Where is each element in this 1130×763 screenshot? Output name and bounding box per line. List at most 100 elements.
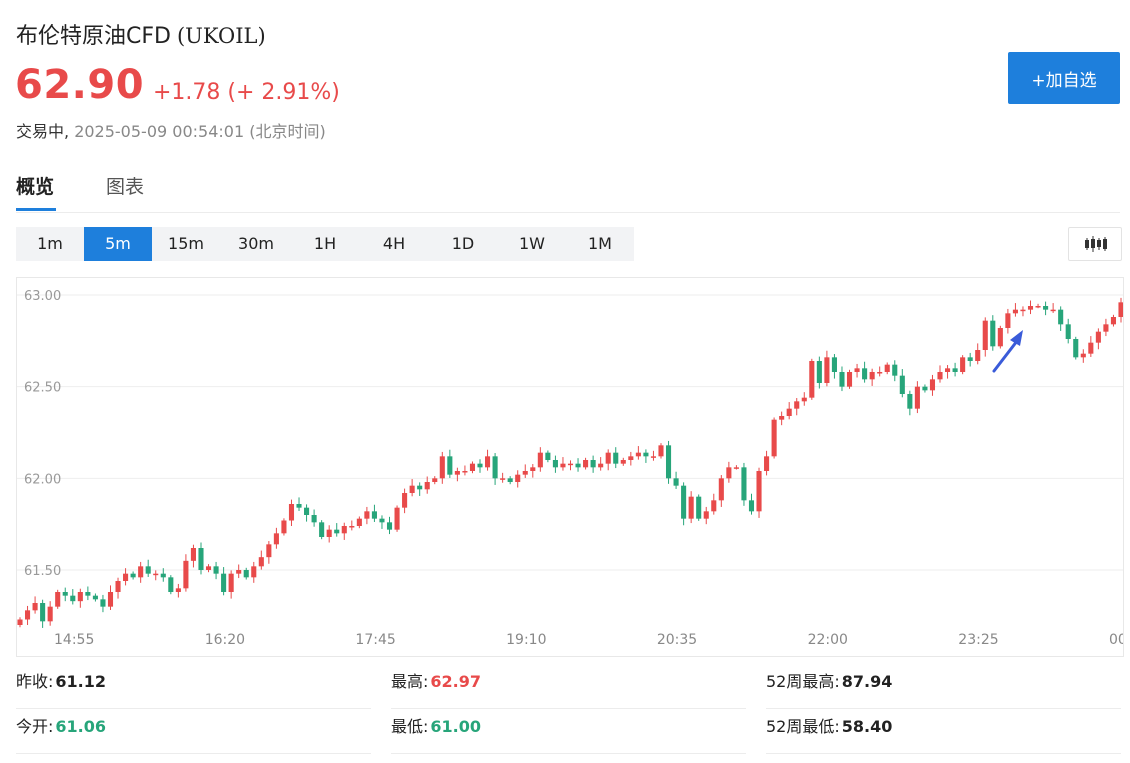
tab-overview[interactable]: 概览	[16, 176, 55, 198]
candle-body	[477, 463, 483, 468]
candle-body	[537, 452, 543, 468]
candle-body	[424, 482, 430, 490]
candle-body	[417, 485, 423, 490]
y-tick-label: 62.00	[24, 472, 61, 487]
candle-body	[469, 463, 476, 471]
trading-status: 交易中, 2025-05-09 00:54:01 (北京时间)	[16, 118, 326, 142]
candle-body	[530, 467, 536, 471]
candle-body	[794, 401, 800, 409]
candle-body	[123, 573, 129, 581]
candle-body	[741, 467, 747, 501]
candle-body	[922, 386, 928, 391]
candle-body	[364, 511, 370, 519]
candle-body	[688, 496, 694, 519]
interval-1w[interactable]: 1W	[519, 234, 545, 253]
candle-body	[190, 548, 196, 561]
interval-15m[interactable]: 15m	[168, 234, 204, 253]
candle-body	[228, 573, 234, 592]
candle-body	[153, 573, 159, 576]
candle-body	[748, 500, 755, 512]
candle-body	[854, 368, 860, 372]
candle-body	[334, 529, 340, 534]
candle-body	[130, 573, 136, 578]
candle-body	[492, 456, 498, 479]
candle-body	[432, 478, 438, 482]
candlestick-chart: 63.00 62.50 62.00 61.50 14:55 16:20 17:45 19:1…	[17, 289, 1123, 648]
candle-body	[107, 592, 114, 607]
candle-body	[258, 557, 264, 567]
candle-body	[485, 456, 491, 468]
candle-body	[862, 368, 868, 380]
candle-body	[1103, 324, 1109, 332]
candle-body	[55, 592, 61, 607]
candle-body	[552, 460, 558, 468]
instrument-title: 布伦特原油CFD (UKOIL)	[16, 18, 266, 50]
candle-body	[356, 518, 362, 526]
instrument-code: (UKOIL)	[176, 24, 266, 48]
candle-body	[243, 570, 249, 578]
candle-body	[914, 386, 920, 409]
interval-1d[interactable]: 1D	[451, 234, 475, 253]
candle-body	[1118, 302, 1123, 317]
candle-body	[545, 452, 551, 460]
candle-body	[907, 394, 913, 409]
candle-body	[341, 526, 347, 534]
x-axis-ticks: 14:55 16:20 17:45 19:10 20:35 22:00 23:25 00:5	[54, 632, 1123, 648]
candle-body	[1020, 309, 1026, 312]
candle-body	[816, 361, 822, 383]
candle-body	[304, 507, 310, 515]
candle-body	[1073, 339, 1079, 358]
candle-body	[379, 518, 385, 523]
candle-body	[319, 522, 325, 537]
price-chart[interactable]: 63.00 62.50 62.00 61.50 14:55 16:20 17:45 19:1…	[16, 277, 1124, 657]
candle-body	[47, 606, 53, 622]
chart-grid	[17, 294, 1123, 571]
interval-1m[interactable]: 1m	[37, 234, 63, 253]
candle-body	[567, 463, 574, 466]
last-price: 62.90	[15, 62, 145, 108]
candle-body	[877, 372, 883, 374]
candle-body	[1027, 306, 1034, 310]
candle-body	[515, 474, 521, 482]
candle-body	[175, 588, 181, 592]
candle-body	[1080, 353, 1086, 358]
candle-body	[967, 357, 973, 361]
candle-body	[281, 520, 287, 534]
interval-1h[interactable]: 1H	[313, 234, 337, 253]
interval-4h[interactable]: 4H	[382, 234, 406, 253]
candle-body	[145, 566, 151, 574]
candle-body	[273, 533, 279, 545]
chart-type-button[interactable]	[1068, 227, 1122, 261]
candle-body	[500, 478, 506, 480]
add-watchlist-button[interactable]: +加自选	[1008, 52, 1120, 104]
interval-30m[interactable]: 30m	[238, 234, 274, 253]
y-axis-ticks: 63.00 62.50 62.00 61.50	[24, 289, 61, 579]
candle-body	[236, 570, 242, 574]
candle-body	[718, 478, 724, 501]
candle-body	[771, 419, 777, 457]
candle-body	[1110, 317, 1117, 325]
candle-body	[665, 445, 672, 479]
interval-5m[interactable]: 5m	[84, 227, 152, 261]
candle-body	[311, 515, 317, 523]
candle-body	[892, 364, 898, 376]
candle-body	[371, 511, 377, 519]
candle-body	[349, 526, 355, 528]
stat-open: 今开: 61.06	[16, 713, 371, 754]
candle-body	[899, 375, 905, 394]
candle-body	[17, 619, 23, 625]
candle-body	[115, 581, 121, 592]
interval-1month[interactable]: 1M	[588, 234, 612, 253]
candle-body	[726, 467, 732, 479]
candle-body	[296, 504, 302, 508]
candle-body	[439, 456, 445, 479]
candle-body	[205, 566, 212, 570]
candle-body	[386, 522, 393, 530]
candle-body	[1088, 342, 1094, 354]
candle-body	[673, 478, 679, 486]
tab-chart[interactable]: 图表	[106, 176, 145, 198]
candle-body	[997, 328, 1003, 347]
candle-body	[40, 603, 46, 622]
candle-body	[779, 416, 785, 420]
candle-body	[884, 364, 890, 372]
